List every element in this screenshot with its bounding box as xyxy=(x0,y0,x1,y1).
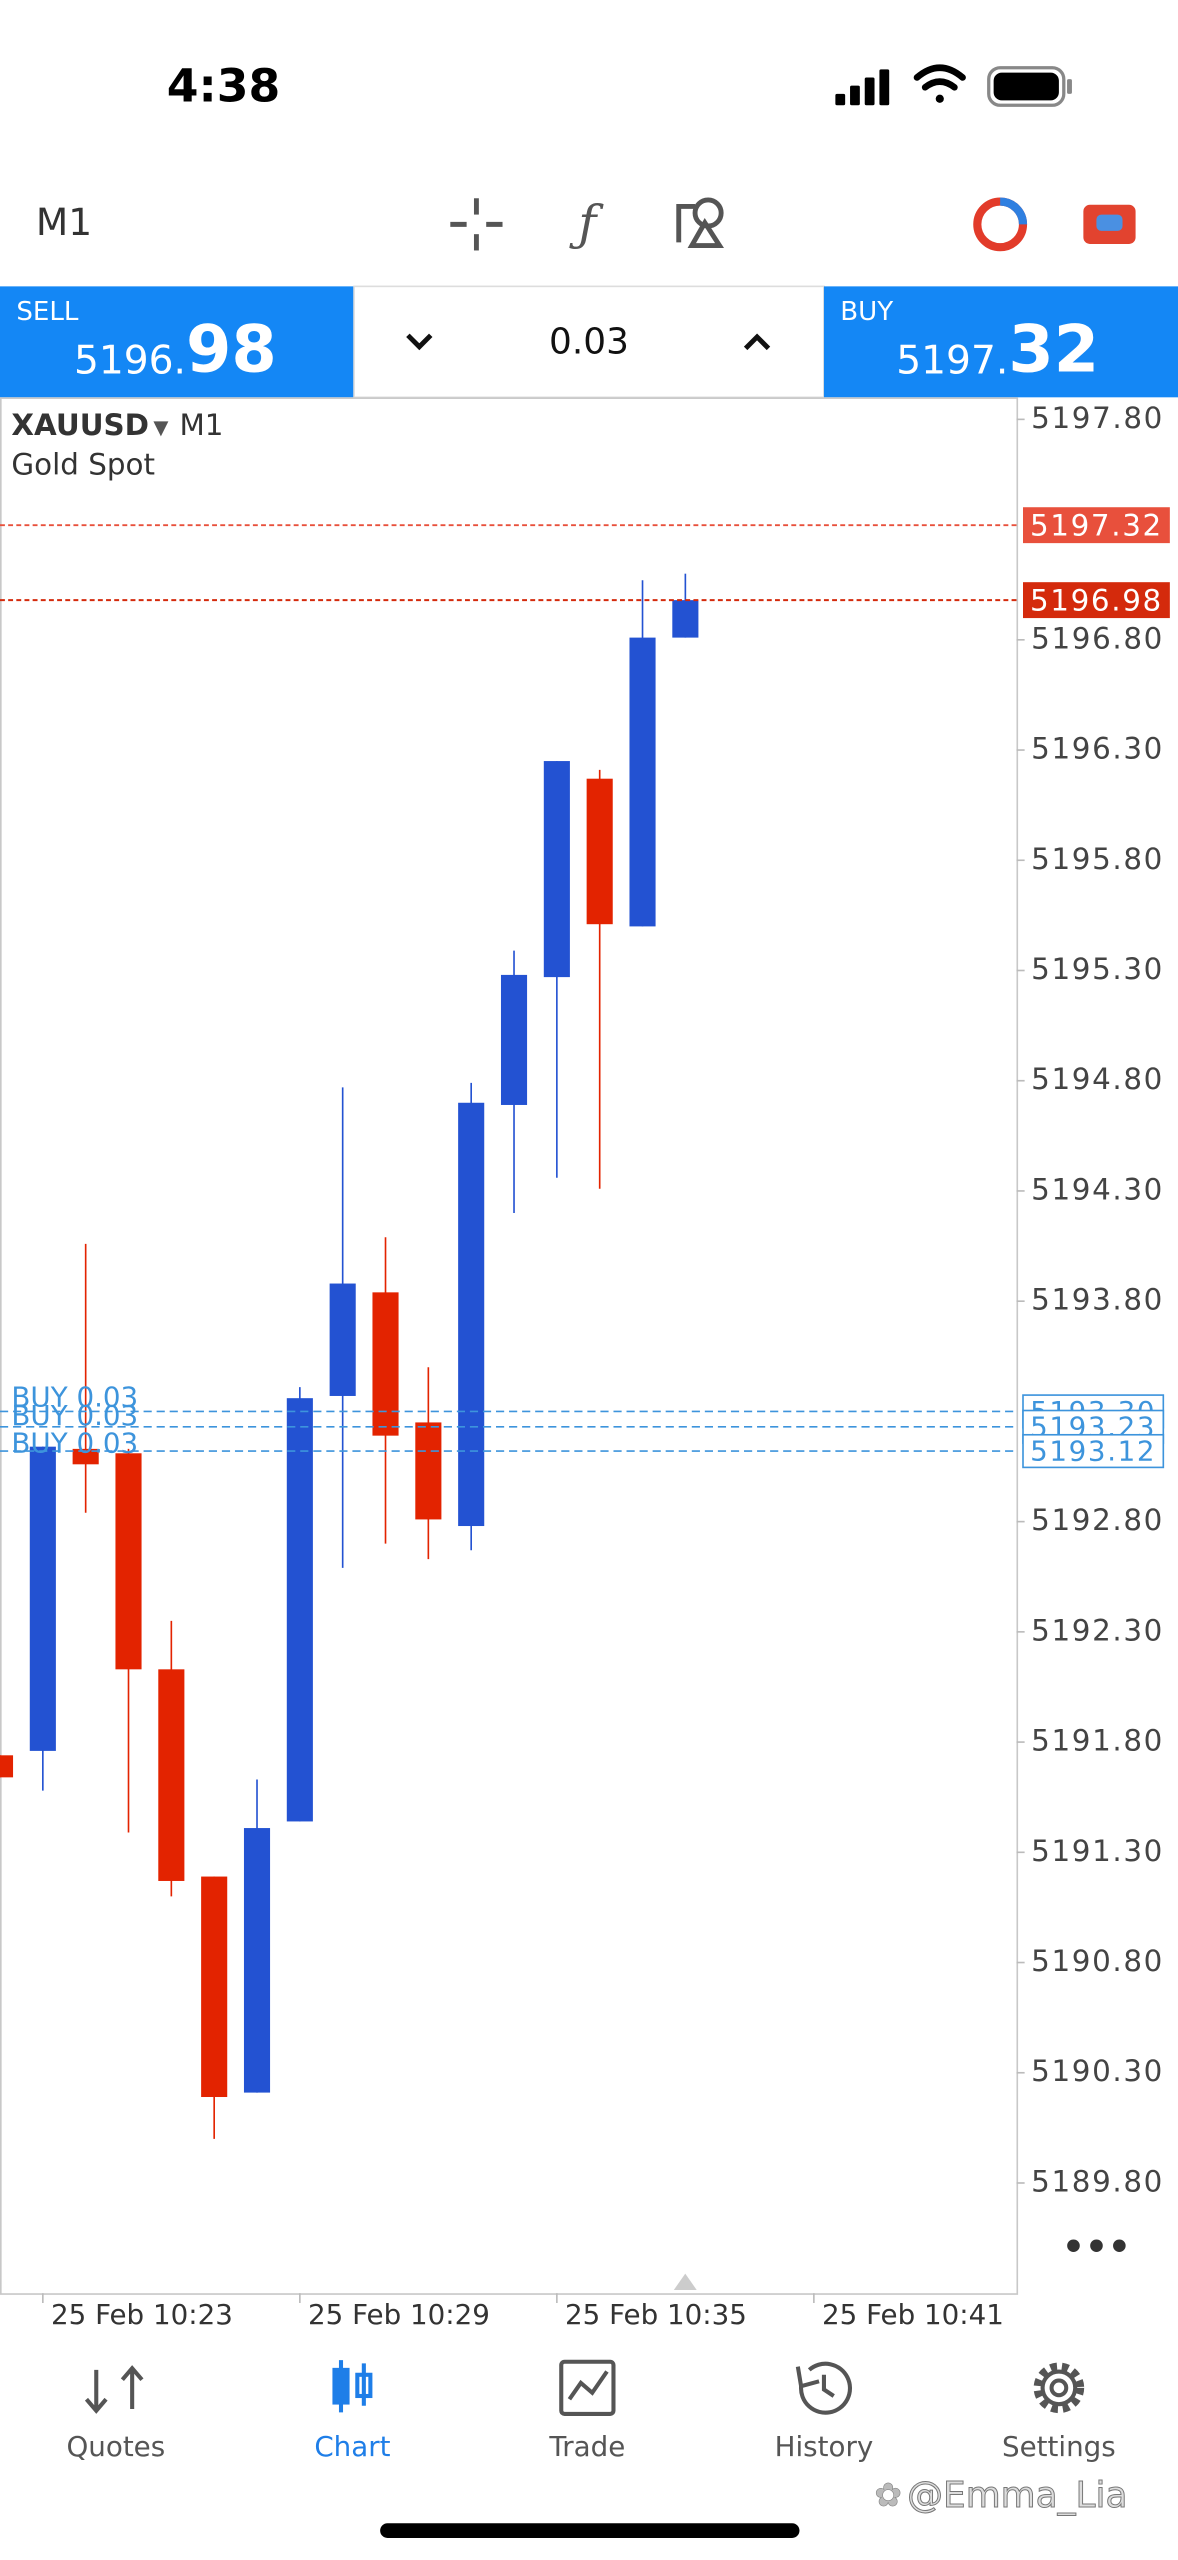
symbol-dropdown[interactable]: ▼ xyxy=(153,416,168,439)
indicators-icon[interactable]: ƒ xyxy=(569,195,604,252)
order-price-box xyxy=(1022,1433,1165,1469)
candle-body xyxy=(29,1446,56,1751)
quotes-icon[interactable] xyxy=(84,2365,144,2414)
y-tick-label: 5194.80 xyxy=(1031,1062,1164,1096)
tab-label[interactable]: Quotes xyxy=(66,2430,165,2463)
volume[interactable]: 0.03 xyxy=(549,321,629,362)
order-label: BUY 0.03 xyxy=(11,1427,138,1460)
y-tick-label: 5195.80 xyxy=(1031,842,1164,876)
candle-body xyxy=(329,1283,356,1396)
candle-body xyxy=(415,1422,442,1520)
x-tick-label: 25 Feb 10:23 xyxy=(51,2298,233,2331)
volume-up[interactable] xyxy=(743,333,771,351)
y-tick-label: 5194.30 xyxy=(1031,1172,1164,1206)
y-tick-label: 5190.80 xyxy=(1031,1944,1164,1978)
objects-icon[interactable] xyxy=(676,197,725,249)
candle-body xyxy=(201,1876,228,2098)
status-time: 4:38 xyxy=(167,59,281,112)
buy-price-big: 32 xyxy=(1008,311,1099,387)
x-tick-label: 25 Feb 10:35 xyxy=(565,2298,747,2331)
sell-price-small: 5196. xyxy=(74,339,186,384)
candle-body xyxy=(372,1292,399,1436)
history-icon[interactable] xyxy=(795,2361,852,2415)
trade-icon[interactable] xyxy=(1083,204,1136,244)
trade-tab-icon[interactable] xyxy=(559,2359,616,2416)
wifi-icon xyxy=(913,64,966,103)
ask-label: 5197.32 xyxy=(1030,508,1163,542)
y-tick-label: 5195.30 xyxy=(1031,952,1164,986)
candle-body xyxy=(115,1453,142,1670)
sell-button[interactable] xyxy=(0,286,355,398)
candle-body xyxy=(286,1398,313,1822)
tab-label[interactable]: Trade xyxy=(548,2430,625,2463)
x-tick-label: 25 Feb 10:41 xyxy=(822,2298,1004,2331)
y-tick-label: 5193.80 xyxy=(1031,1283,1164,1317)
plot xyxy=(0,573,699,2139)
crosshair-icon[interactable] xyxy=(450,198,503,251)
ask-label-box xyxy=(1023,507,1170,544)
volume-box xyxy=(353,285,825,399)
tab-label[interactable]: History xyxy=(775,2430,874,2463)
y-tick-label: 5191.80 xyxy=(1031,1724,1164,1758)
sell-label: SELL xyxy=(16,297,79,327)
watermark: @Emma_Lia xyxy=(907,2475,1127,2516)
candle-body xyxy=(458,1102,485,1527)
bid-label-box xyxy=(1023,582,1170,619)
chart-symbol: XAUUSD xyxy=(11,408,149,442)
shift-marker[interactable] xyxy=(673,2273,697,2290)
order-label: BUY 0.03 xyxy=(11,1399,138,1432)
buy-price-small: 5197. xyxy=(896,339,1008,384)
buy-button[interactable] xyxy=(823,286,1178,398)
candle-body xyxy=(0,1755,14,1778)
candle-body xyxy=(72,1448,99,1465)
candle-body xyxy=(158,1669,185,1881)
order-label: BUY 0.03 xyxy=(11,1380,138,1413)
more-button[interactable]: ••• xyxy=(1062,2227,1131,2268)
chart-frame xyxy=(0,397,1019,2295)
settings-icon[interactable] xyxy=(1033,2362,1085,2414)
x-tick-label: 25 Feb 10:29 xyxy=(308,2298,490,2331)
candle-body xyxy=(500,974,528,1105)
battery-icon xyxy=(987,66,1072,107)
chart-description: Gold Spot xyxy=(11,447,155,481)
candle-body xyxy=(629,637,656,927)
chart-timeframe: M1 xyxy=(179,408,223,442)
bid-label: 5196.98 xyxy=(1030,583,1163,617)
volume-down[interactable] xyxy=(406,333,433,351)
sell-price-big: 98 xyxy=(186,311,277,387)
chart-icon[interactable] xyxy=(332,2360,373,2413)
buy-label: BUY xyxy=(840,297,893,327)
y-tick-label: 5191.30 xyxy=(1031,1834,1164,1868)
order-price: 5193.12 xyxy=(1030,1435,1156,1468)
y-tick-label: 5196.80 xyxy=(1031,621,1164,655)
home-indicator xyxy=(380,2523,800,2538)
y-tick-label: 5189.80 xyxy=(1031,2164,1164,2198)
watermark-logo: ✿ xyxy=(875,2476,902,2514)
y-tick-label: 5192.30 xyxy=(1031,1613,1164,1647)
y-tick-label: 5192.80 xyxy=(1031,1503,1164,1537)
account-icon[interactable] xyxy=(973,197,1028,252)
y-tick-label: 5190.30 xyxy=(1031,2054,1164,2088)
tab-label[interactable]: Settings xyxy=(1002,2430,1116,2463)
tab-label[interactable]: Chart xyxy=(314,2430,390,2463)
signal-icon xyxy=(835,69,890,106)
candle-body xyxy=(586,778,613,925)
y-tick-label: 5196.30 xyxy=(1031,732,1164,766)
toolbar-timeframe[interactable]: M1 xyxy=(36,200,92,244)
candle-body xyxy=(243,1828,271,2093)
candle-body xyxy=(672,600,699,638)
candle-body xyxy=(543,761,570,978)
y-tick-label: 5197.80 xyxy=(1031,401,1164,435)
